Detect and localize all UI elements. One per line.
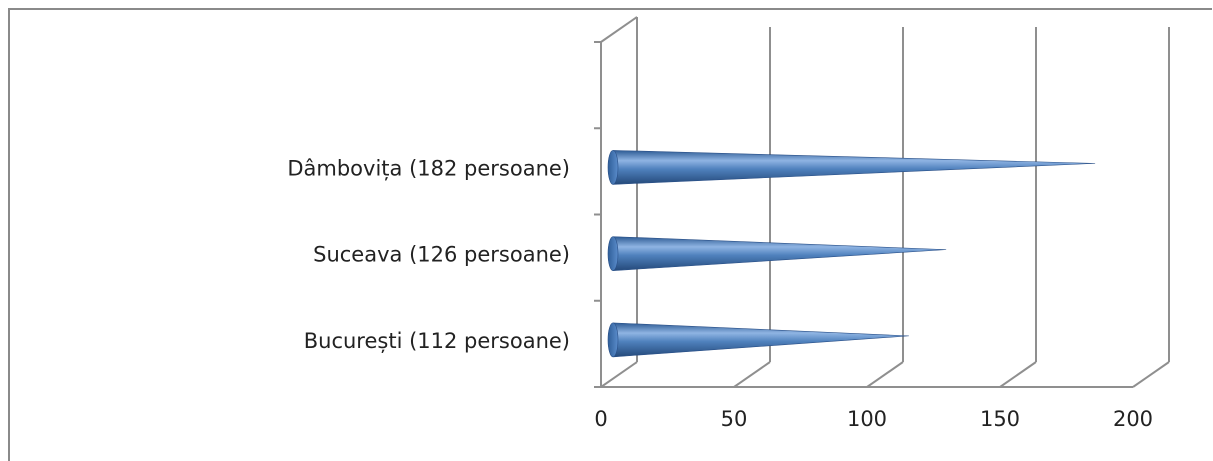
x-tick-label-50: 50	[721, 407, 748, 431]
floor-line-100	[866, 361, 904, 388]
category-label-0: București (112 persoane)	[304, 329, 570, 353]
category-label-1: Suceava (126 persoane)	[313, 243, 570, 267]
bar-1	[612, 236, 947, 271]
x-tick-label-200: 200	[1113, 407, 1153, 431]
floor-line-150	[999, 361, 1037, 388]
back-wall-top-diagonal	[600, 16, 638, 43]
floor-line-0	[600, 361, 638, 388]
bar-base-1	[607, 236, 619, 271]
floor-line-200	[1132, 361, 1170, 388]
axes	[594, 41, 1133, 388]
x-tick-label-100: 100	[847, 407, 887, 431]
bar-2	[612, 150, 1096, 185]
labels: 0 50 100 150 200 București (112 persoane) Suce…	[287, 156, 1153, 431]
floor-line-50	[733, 361, 771, 388]
gridlines	[600, 16, 1170, 388]
bar-0	[612, 322, 909, 358]
category-label-2: Dâmbovița (182 persoane)	[287, 156, 570, 180]
bar-base-2	[607, 150, 619, 185]
bar-base-0	[607, 322, 619, 358]
bars	[607, 150, 1096, 358]
x-tick-label-150: 150	[980, 407, 1020, 431]
x-tick-label-0: 0	[594, 407, 607, 431]
chart-frame	[8, 8, 1212, 461]
